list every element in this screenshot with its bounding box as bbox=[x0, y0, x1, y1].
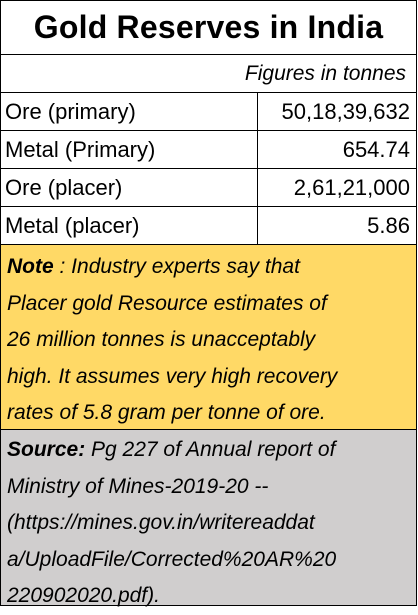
table-title: Gold Reserves in India bbox=[1, 1, 416, 55]
note-line: Note : Industry experts say that bbox=[7, 249, 410, 286]
source-line: a/UploadFile/Corrected%20AR%20 bbox=[7, 547, 337, 571]
note-line: rates of 5.8 gram per tonne of ore. bbox=[7, 401, 326, 424]
note-heading: Note bbox=[7, 255, 54, 278]
table-row: Metal (Primary) 654.74 bbox=[1, 131, 416, 169]
note-box: Note : Industry experts say that Placer … bbox=[1, 245, 416, 430]
table-row: Metal (placer) 5.86 bbox=[1, 207, 416, 245]
note-line: high. It assumes very high recovery bbox=[7, 364, 338, 388]
source-line: Ministry of Mines-2019-20 -- bbox=[7, 474, 269, 498]
note-text: : Industry experts say that bbox=[53, 255, 300, 278]
source-line: Source: Pg 227 of Annual report of bbox=[7, 432, 410, 469]
row-label: Ore (placer) bbox=[1, 169, 258, 206]
source-line: 220902020.pdf). bbox=[7, 584, 160, 607]
source-heading: Source: bbox=[7, 438, 86, 461]
row-value: 654.74 bbox=[342, 136, 410, 162]
row-value: 50,18,39,632 bbox=[281, 98, 410, 124]
source-box: Source: Pg 227 of Annual report of Minis… bbox=[1, 430, 416, 607]
row-value: 5.86 bbox=[367, 212, 410, 238]
row-label: Metal (placer) bbox=[1, 207, 258, 244]
note-line: 26 million tonnes is unacceptably bbox=[7, 328, 316, 351]
table-row: Ore (primary) 50,18,39,632 bbox=[1, 93, 416, 131]
source-line: (https://mines.gov.in/writereaddat bbox=[7, 511, 315, 534]
note-line: Placer gold Resource estimates of bbox=[7, 291, 327, 315]
units-caption: Figures in tonnes bbox=[1, 55, 416, 93]
row-label: Metal (Primary) bbox=[1, 131, 258, 168]
table-row: Ore (placer) 2,61,21,000 bbox=[1, 169, 416, 207]
row-value: 2,61,21,000 bbox=[293, 174, 410, 200]
source-text: Pg 227 of Annual report of bbox=[85, 438, 336, 461]
row-label: Ore (primary) bbox=[1, 93, 258, 130]
